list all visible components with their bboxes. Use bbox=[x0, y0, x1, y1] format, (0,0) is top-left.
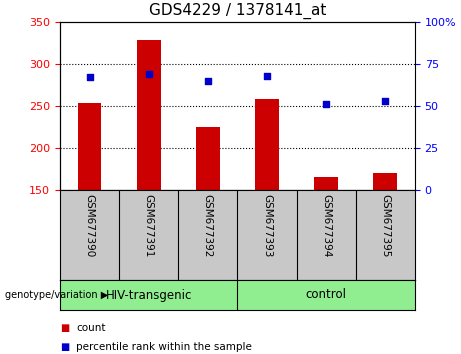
Text: GSM677391: GSM677391 bbox=[144, 194, 154, 258]
Point bbox=[86, 75, 93, 80]
Point bbox=[382, 98, 389, 104]
Bar bbox=[77, 103, 101, 190]
Point bbox=[204, 78, 212, 84]
Text: GSM677395: GSM677395 bbox=[380, 194, 390, 258]
Title: GDS4229 / 1378141_at: GDS4229 / 1378141_at bbox=[149, 3, 326, 19]
Bar bbox=[255, 99, 279, 190]
Point bbox=[322, 102, 330, 107]
Text: GSM677393: GSM677393 bbox=[262, 194, 272, 258]
Bar bbox=[196, 127, 219, 190]
Text: ■: ■ bbox=[60, 323, 69, 333]
Bar bbox=[373, 173, 397, 190]
Text: percentile rank within the sample: percentile rank within the sample bbox=[76, 342, 252, 352]
Text: genotype/variation ▶: genotype/variation ▶ bbox=[5, 290, 108, 300]
Text: count: count bbox=[76, 323, 106, 333]
Point bbox=[263, 73, 271, 79]
Text: ■: ■ bbox=[60, 342, 69, 352]
Bar bbox=[314, 177, 338, 190]
Text: HIV-transgenic: HIV-transgenic bbox=[106, 289, 192, 302]
Text: GSM677394: GSM677394 bbox=[321, 194, 331, 258]
Bar bbox=[137, 40, 160, 190]
Point bbox=[145, 71, 152, 77]
Text: control: control bbox=[306, 289, 347, 302]
Text: GSM677392: GSM677392 bbox=[203, 194, 213, 258]
Text: GSM677390: GSM677390 bbox=[84, 194, 95, 258]
